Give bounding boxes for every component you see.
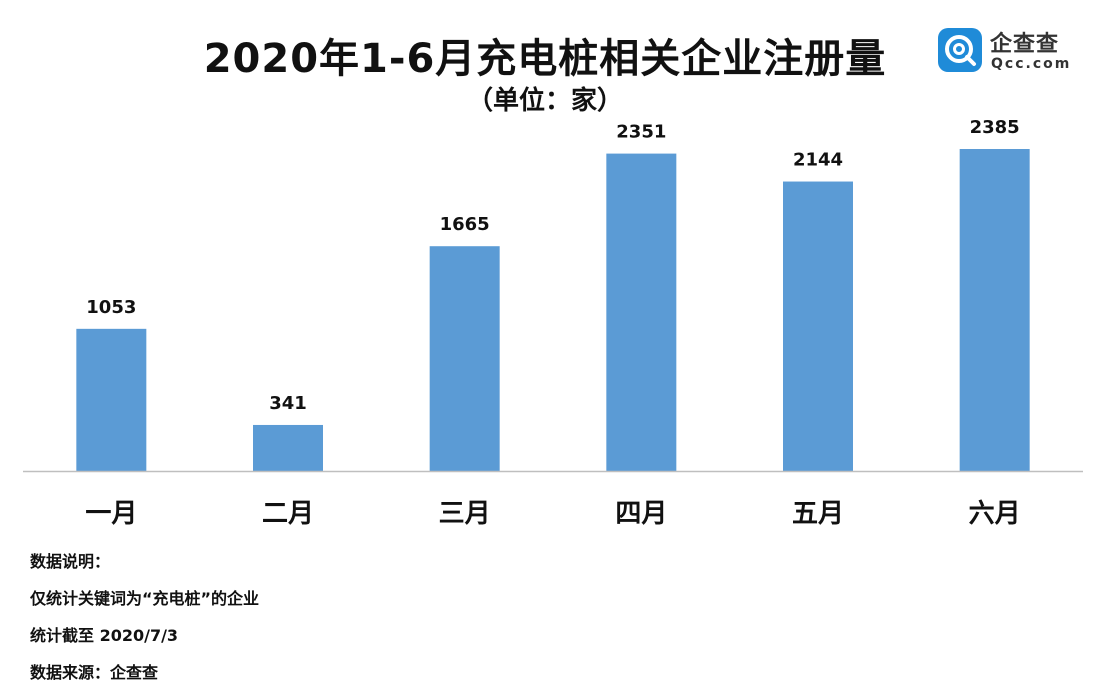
bar-1 <box>76 328 147 471</box>
chart-title: 2020年1-6月充电桩相关企业注册量 <box>203 36 887 82</box>
notes-block: 数据说明： 仅统计关键词为“充电桩”的企业 统计截至 2020/7/3 数据来源… <box>30 551 259 699</box>
data-label-5: 2144 <box>793 150 843 171</box>
logo-text-cn: 企查查 <box>990 32 1060 57</box>
note-cutoff-date: 统计截至 2020/7/3 <box>30 626 179 645</box>
data-label-1: 1053 <box>86 297 136 318</box>
category-label-5: 五月 <box>792 499 844 529</box>
data-label-3: 1665 <box>440 214 490 235</box>
bar-2 <box>253 424 323 471</box>
bar-5 <box>783 181 853 471</box>
note-scope: 仅统计关键词为“充电桩”的企业 <box>30 589 260 608</box>
qcc-logo-icon <box>938 28 982 72</box>
category-label-6: 六月 <box>969 499 1021 529</box>
note-heading: 数据说明： <box>30 552 111 571</box>
bar-4 <box>606 153 677 471</box>
data-label-2: 341 <box>269 393 307 414</box>
bar-3 <box>429 246 500 471</box>
category-label-3: 三月 <box>439 499 491 529</box>
category-label-4: 四月 <box>615 499 667 529</box>
chart-subtitle: （单位：家） <box>466 86 623 116</box>
bar-6 <box>959 149 1030 471</box>
qcc-logo: 企查查 Qcc.com <box>938 26 1088 76</box>
data-label-6: 2385 <box>970 117 1020 138</box>
note-source: 数据来源：企查查 <box>30 663 159 682</box>
logo-text-en: Qcc.com <box>991 56 1072 72</box>
category-label-1: 一月 <box>85 499 137 529</box>
category-label-2: 二月 <box>262 499 314 529</box>
data-label-4: 2351 <box>616 122 666 143</box>
bar-chart: 1053 一月 341 二月 1665 三月 2351 四月 2144 五月 2385 六月 <box>23 117 1083 529</box>
